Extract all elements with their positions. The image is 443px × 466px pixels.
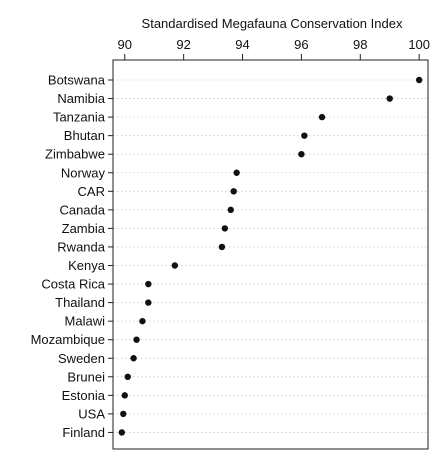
data-point (415, 76, 423, 84)
x-axis-title: Standardised Megafauna Conservation Inde… (142, 16, 403, 31)
data-point (301, 132, 308, 139)
category-label: Kenya (68, 258, 106, 273)
category-label: Bhutan (64, 128, 105, 143)
data-point (133, 336, 140, 343)
category-label: Norway (61, 165, 106, 180)
x-axis-ticks: 90 92 94 96 98 100 (108, 37, 430, 433)
data-point (386, 95, 393, 102)
category-label: USA (78, 406, 105, 421)
category-label: Zambia (62, 221, 106, 236)
data-points (118, 76, 423, 436)
category-label: Namibia (57, 91, 105, 106)
plot-frame (112, 59, 429, 450)
category-label: Botswana (48, 73, 106, 88)
x-tick-label: 94 (235, 37, 249, 52)
category-labels: Botswana Namibia Tanzania Bhutan Zimbabwe Nor… (31, 73, 106, 440)
x-tick-label: 96 (294, 37, 308, 52)
category-label: Rwanda (57, 239, 105, 254)
data-point (120, 410, 127, 418)
data-point (227, 206, 234, 214)
category-label: Canada (59, 202, 105, 217)
category-label: Finland (62, 425, 105, 440)
category-label: CAR (78, 184, 105, 199)
category-label: Zimbabwe (45, 147, 105, 162)
category-label: Thailand (55, 295, 105, 310)
data-point (121, 392, 128, 399)
data-point (318, 113, 326, 121)
data-point (233, 169, 240, 176)
data-point (230, 188, 237, 195)
data-point (139, 317, 146, 325)
category-label: Brunei (67, 369, 105, 384)
x-tick-label: 100 (408, 37, 430, 52)
x-tick-label: 98 (353, 37, 367, 52)
grid-lines (113, 79, 428, 433)
data-point (218, 243, 226, 251)
data-point (221, 225, 229, 232)
data-point (118, 429, 126, 436)
data-point (145, 280, 152, 288)
category-label: Estonia (62, 388, 106, 403)
data-point (130, 355, 137, 362)
category-label: Mozambique (31, 332, 105, 347)
data-point (298, 151, 305, 158)
category-label: Costa Rica (41, 277, 105, 292)
x-tick-label: 92 (176, 37, 190, 52)
x-tick-label: 90 (118, 37, 132, 52)
category-label: Malawi (65, 314, 106, 329)
data-point (124, 373, 131, 380)
category-label: Tanzania (53, 110, 106, 125)
data-point (145, 299, 152, 306)
category-label: Sweden (58, 351, 105, 366)
data-point (171, 262, 179, 269)
